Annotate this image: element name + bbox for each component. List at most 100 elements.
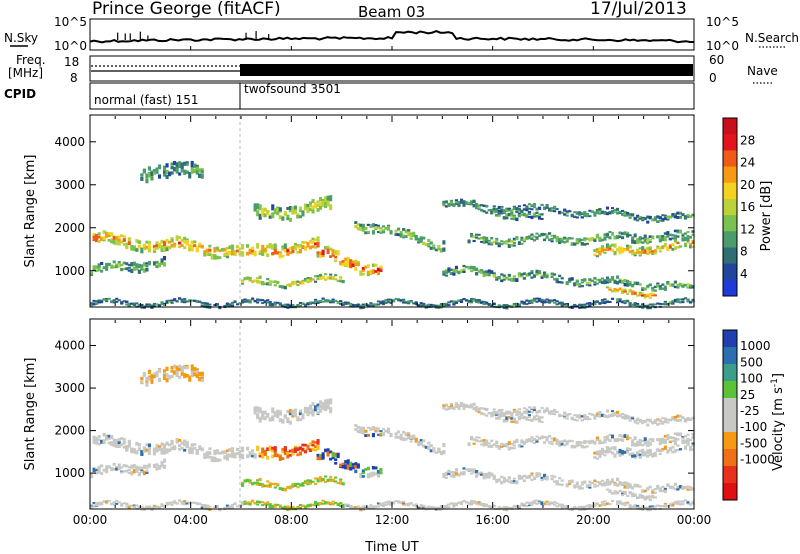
velocity-cell <box>326 501 330 504</box>
velocity-cell <box>160 447 164 452</box>
power-cell <box>384 301 388 304</box>
power-cell <box>621 209 625 212</box>
power-cell <box>676 298 680 301</box>
power-cell <box>598 247 602 252</box>
velocity-cell <box>608 491 612 494</box>
velocity-cell <box>621 482 625 487</box>
power-cell <box>112 239 116 244</box>
velocity-cell <box>603 451 607 454</box>
power-cell <box>613 280 617 284</box>
velocity-cell <box>268 503 272 506</box>
power-cell <box>97 239 101 243</box>
velocity-cell <box>477 440 481 443</box>
power-cell <box>605 233 610 236</box>
power-cell <box>407 300 411 303</box>
power-cell <box>651 235 655 240</box>
power-cell <box>422 236 426 240</box>
power-cell <box>371 270 375 275</box>
velocity-cell <box>595 437 599 440</box>
velocity-cell <box>344 503 348 506</box>
power-cell <box>200 168 204 172</box>
velocity-cell <box>480 407 484 410</box>
power-cell <box>641 249 645 254</box>
velocity-cell <box>590 413 594 416</box>
velocity-cell <box>646 423 650 427</box>
power-cell <box>626 247 630 251</box>
velocity-cell <box>303 443 308 447</box>
velocity-cell <box>147 369 151 375</box>
power-cell <box>286 206 290 210</box>
velocity-cell <box>351 466 355 470</box>
velocity-cell <box>568 439 572 443</box>
power-cell <box>517 305 521 308</box>
power-cell <box>296 244 300 247</box>
power-cell <box>449 300 453 303</box>
velocity-cell <box>593 442 597 445</box>
power-cell <box>92 299 96 302</box>
velocity-cell <box>316 503 320 506</box>
velocity-cell <box>107 499 111 502</box>
power-cell <box>563 241 567 244</box>
velocity-cell <box>641 507 645 510</box>
velocity-cell <box>517 505 521 508</box>
velocity-cell <box>203 455 207 460</box>
velocity-cell <box>475 470 479 474</box>
power-cell <box>178 163 182 167</box>
power-cell <box>127 263 131 266</box>
power-cell <box>505 241 509 245</box>
power-cell <box>243 277 247 281</box>
power-cell <box>100 262 104 265</box>
power-cell <box>306 276 310 279</box>
power-cell <box>641 303 645 306</box>
power-cell <box>414 301 418 304</box>
power-cell <box>550 234 554 237</box>
power-cell <box>600 280 604 283</box>
velocity-cell <box>555 480 559 484</box>
power-cell <box>306 303 310 306</box>
power-cell <box>173 298 177 301</box>
velocity-cell <box>646 495 650 498</box>
velocity-cell <box>241 446 245 453</box>
power-cell <box>500 240 504 243</box>
velocity-cell <box>495 481 499 484</box>
velocity-cell <box>610 413 615 416</box>
velocity-cell <box>535 414 539 417</box>
velocity-cell <box>311 443 315 447</box>
power-cell <box>381 229 386 232</box>
velocity-cell <box>354 424 358 427</box>
velocity-cell <box>145 379 149 384</box>
power-cell <box>142 268 146 273</box>
power-cell <box>218 256 222 260</box>
power-cell <box>530 300 534 303</box>
power-cell <box>354 305 358 308</box>
power-cell <box>157 164 162 170</box>
velocity-cell <box>142 470 146 476</box>
power-cell <box>505 304 509 307</box>
velocity-cell <box>273 486 277 489</box>
velocity-cell <box>213 506 217 509</box>
velocity-cell <box>334 476 338 479</box>
power-cell <box>673 215 677 219</box>
velocity-cell <box>122 464 126 467</box>
velocity-cell <box>578 508 582 511</box>
velocity-cell <box>361 505 365 508</box>
velocity-cell <box>344 505 348 508</box>
velocity-cell <box>308 448 313 453</box>
velocity-cell <box>646 451 650 455</box>
power-cell <box>366 223 370 226</box>
power-cell <box>510 240 514 243</box>
velocity-cell <box>205 454 209 459</box>
velocity-cell <box>389 500 393 503</box>
power-cell <box>605 212 610 216</box>
velocity-cell <box>150 379 154 384</box>
velocity-cell <box>248 481 252 484</box>
velocity-cell <box>668 436 672 439</box>
power-cell <box>683 232 688 235</box>
velocity-cell <box>613 490 617 493</box>
velocity-cell <box>633 442 637 447</box>
power-cell <box>641 246 645 251</box>
velocity-cell <box>419 504 423 507</box>
power-cell <box>507 212 511 216</box>
velocity-colorbar-label-main: Velocity [m s <box>771 387 786 471</box>
velocity-cell <box>540 476 544 480</box>
